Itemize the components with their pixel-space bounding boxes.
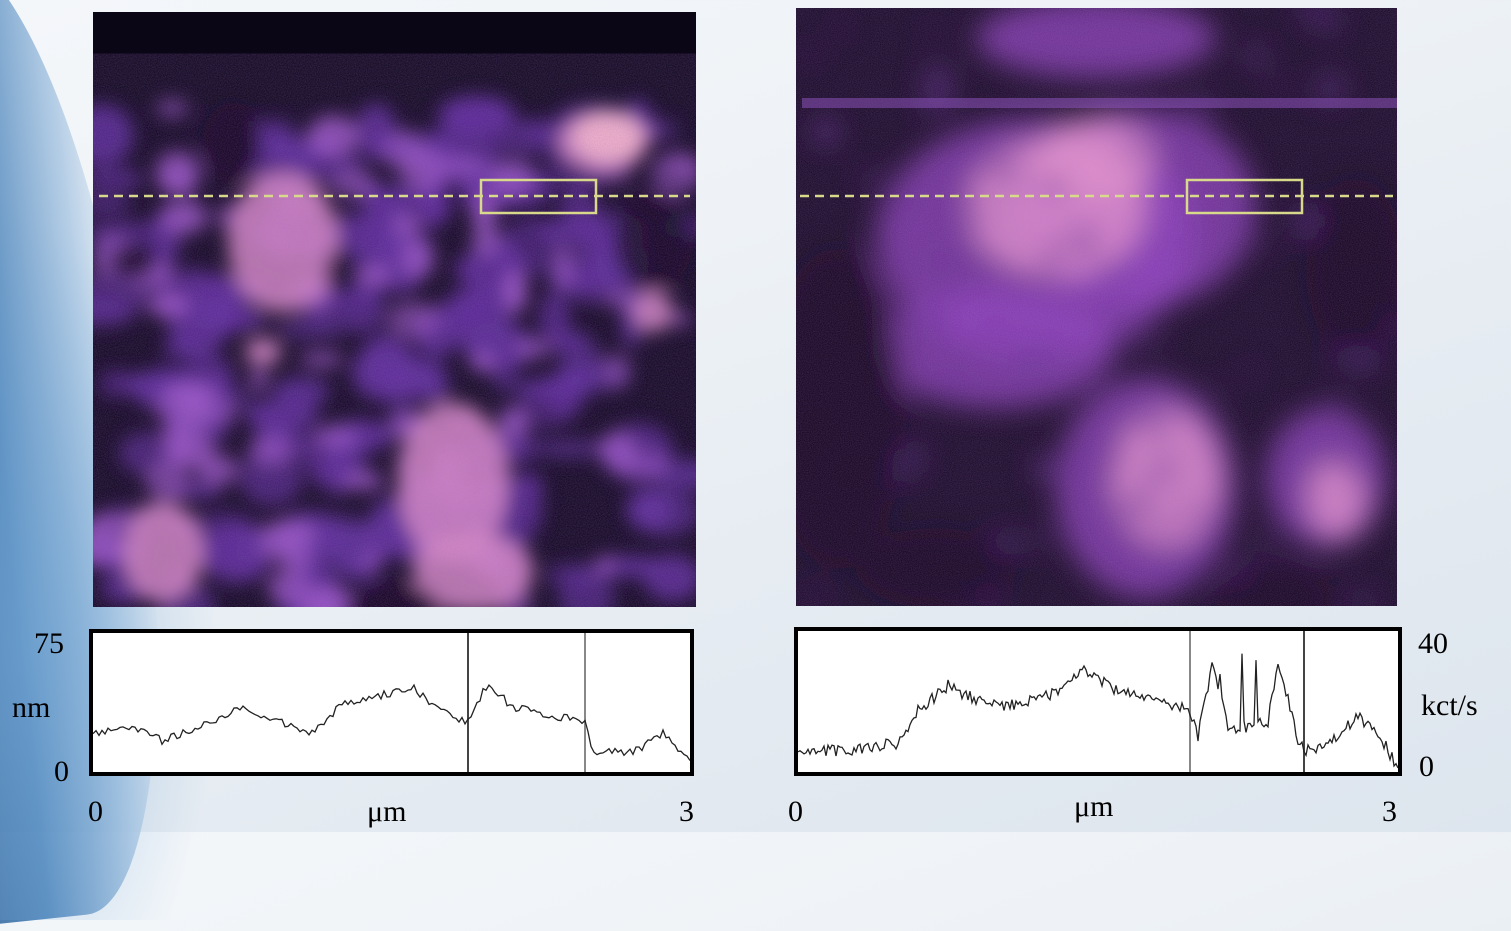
left-y-unit-label: nm [12, 691, 51, 724]
left-x-min-label: 0 [88, 795, 103, 828]
selection-box [1185, 178, 1304, 215]
intensity-trace [798, 653, 1398, 769]
left-x-max-label: 3 [679, 795, 694, 828]
selection-box [479, 178, 598, 215]
left-y-min-label: 0 [54, 755, 69, 788]
fluorescence-image [796, 8, 1397, 606]
topography-image [93, 12, 696, 607]
intensity-profile-plot [794, 627, 1402, 776]
right-y-min-label: 0 [1419, 750, 1434, 783]
height-profile-plot [89, 629, 694, 776]
right-x-max-label: 3 [1382, 795, 1397, 828]
left-x-unit-label: μm [367, 795, 407, 828]
right-x-min-label: 0 [788, 795, 803, 828]
right-y-unit-label: kct/s [1421, 689, 1478, 722]
right-y-max-label: 40 [1418, 627, 1448, 660]
left-y-max-label: 75 [34, 627, 64, 660]
height-trace [93, 683, 690, 761]
right-x-unit-label: μm [1074, 790, 1114, 823]
